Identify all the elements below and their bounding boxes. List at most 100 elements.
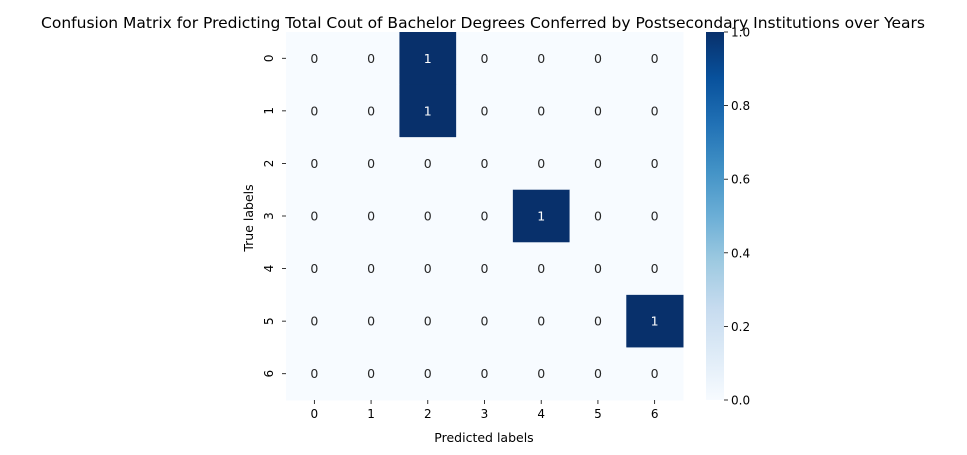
heatmap-cell <box>512 189 571 243</box>
colorbar-tick-label: 0.6 <box>731 173 750 187</box>
cell-value-label: 0 <box>537 261 545 276</box>
heatmap-cell <box>512 294 571 348</box>
cell-value-label: 0 <box>424 261 432 276</box>
heatmap-cell <box>399 189 457 243</box>
heatmap-cell <box>342 84 400 138</box>
colorbar-tick-label: 1.0 <box>731 26 750 40</box>
y-tick-label: 0 <box>262 54 276 62</box>
y-tick-label: 1 <box>262 107 276 115</box>
x-tick-label: 3 <box>481 407 489 421</box>
cell-value-label: 0 <box>310 209 318 224</box>
heatmap-cell <box>456 137 514 191</box>
heatmap-cell <box>512 137 571 191</box>
heatmap-cell <box>626 84 684 138</box>
x-axis-ticks: 0 1 2 3 4 5 6 <box>311 400 659 421</box>
heatmap-cell <box>286 32 344 86</box>
cell-value-label: 0 <box>594 51 602 66</box>
colorbar-ticks: 0.0 0.2 0.4 0.6 0.8 1.0 <box>724 26 750 408</box>
heatmap-cell <box>456 347 514 401</box>
colorbar-tick-label: 0.2 <box>731 320 750 334</box>
heatmap-cell <box>399 347 457 401</box>
cell-value-label: 0 <box>537 103 545 118</box>
cell-value-label: 0 <box>424 314 432 329</box>
cell-value-label: 0 <box>651 156 659 171</box>
cell-value-label: 0 <box>481 103 489 118</box>
heatmap-cell <box>286 242 344 296</box>
cell-value-label: 0 <box>537 366 545 381</box>
heatmap-cell <box>399 84 457 138</box>
heatmap-cell <box>569 347 627 401</box>
x-tick-label: 1 <box>367 407 375 421</box>
heatmap-cell <box>286 347 344 401</box>
x-tick-label: 5 <box>594 407 602 421</box>
cell-value-label: 0 <box>367 314 375 329</box>
heatmap-cell <box>512 242 571 296</box>
heatmap-cell <box>512 347 571 401</box>
heatmap-cell <box>456 294 514 348</box>
x-axis-label: Predicted labels <box>434 430 533 445</box>
heatmap-cell <box>512 84 571 138</box>
cell-value-label: 0 <box>481 366 489 381</box>
heatmap-cells: 0 0 1 0 0 0 0 0 0 1 0 0 0 0 0 0 0 0 0 0 0 0 0 0 0 1 0 0 0 0 0 0 0 0 0 0 0 0 0 0… <box>286 32 684 401</box>
y-tick-label: 3 <box>262 212 276 220</box>
cell-value-label: 1 <box>651 314 659 329</box>
heatmap-cell <box>286 189 344 243</box>
heatmap-cell <box>342 242 400 296</box>
cell-value-label: 0 <box>367 209 375 224</box>
cell-value-label: 0 <box>651 51 659 66</box>
cell-value-label: 0 <box>594 366 602 381</box>
cell-value-label: 0 <box>651 261 659 276</box>
colorbar-tick-label: 0.4 <box>731 246 750 260</box>
heatmap-cell <box>286 84 344 138</box>
cell-value-label: 0 <box>367 51 375 66</box>
cell-value-label: 0 <box>424 366 432 381</box>
heatmap-cell <box>399 32 457 86</box>
cell-value-label: 0 <box>537 156 545 171</box>
cell-value-label: 0 <box>367 156 375 171</box>
x-tick-label: 6 <box>651 407 659 421</box>
heatmap-cell <box>342 189 400 243</box>
cell-value-label: 0 <box>537 51 545 66</box>
heatmap-cell <box>569 84 627 138</box>
heatmap-cell <box>399 294 457 348</box>
cell-value-label: 0 <box>594 156 602 171</box>
heatmap-cell <box>399 137 457 191</box>
colorbar-tick-label: 0.0 <box>731 394 750 408</box>
cell-value-label: 0 <box>310 314 318 329</box>
heatmap-cell <box>626 347 684 401</box>
cell-value-label: 0 <box>481 314 489 329</box>
heatmap-cell <box>626 32 684 86</box>
y-axis-label: True labels <box>241 184 256 252</box>
cell-value-label: 0 <box>651 103 659 118</box>
heatmap-cell <box>456 242 514 296</box>
cell-value-label: 0 <box>367 261 375 276</box>
cell-value-label: 0 <box>481 209 489 224</box>
cell-value-label: 0 <box>481 51 489 66</box>
y-tick-label: 5 <box>262 317 276 325</box>
heatmap-cell <box>626 137 684 191</box>
heatmap-cell <box>286 294 344 348</box>
heatmap-cell <box>626 294 684 348</box>
y-tick-label: 2 <box>262 160 276 168</box>
heatmap-cell <box>569 242 627 296</box>
heatmap-cell <box>399 242 457 296</box>
heatmap-cell <box>512 32 571 86</box>
x-tick-label: 0 <box>311 407 319 421</box>
y-tick-label: 6 <box>262 370 276 378</box>
cell-value-label: 0 <box>310 261 318 276</box>
y-axis-ticks: 0 1 2 3 4 5 6 <box>262 54 286 378</box>
cell-value-label: 0 <box>310 366 318 381</box>
heatmap-cell <box>456 84 514 138</box>
cell-value-label: 0 <box>310 51 318 66</box>
cell-value-label: 0 <box>537 314 545 329</box>
cell-value-label: 0 <box>367 103 375 118</box>
cell-value-label: 1 <box>537 209 545 224</box>
cell-value-label: 1 <box>424 103 432 118</box>
cell-value-label: 1 <box>424 51 432 66</box>
heatmap-cell <box>569 189 627 243</box>
heatmap-cell <box>286 137 344 191</box>
cell-value-label: 0 <box>594 314 602 329</box>
heatmap-cell <box>342 32 400 86</box>
colorbar <box>706 32 724 400</box>
